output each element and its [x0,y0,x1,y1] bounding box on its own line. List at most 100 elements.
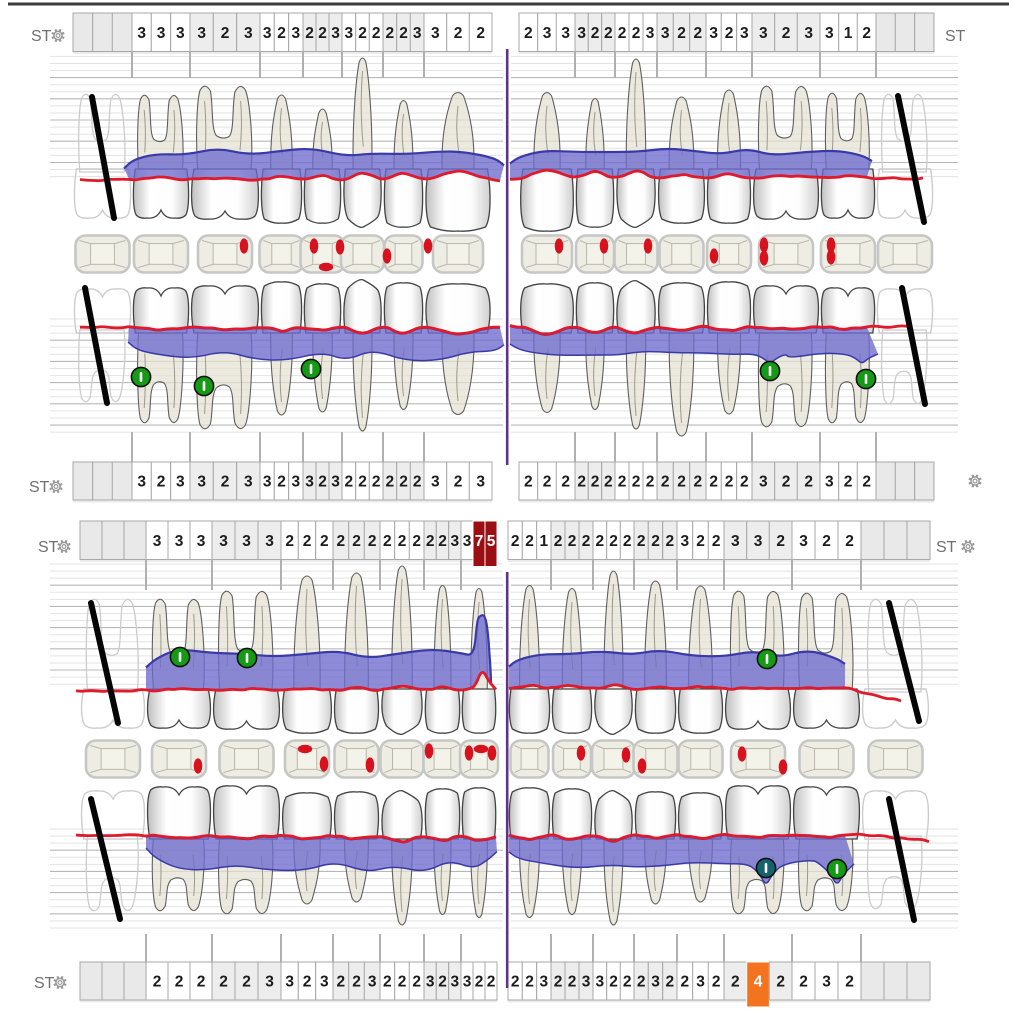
svg-text:2: 2 [524,25,533,42]
svg-text:2: 2 [712,533,721,550]
svg-text:2: 2 [475,974,484,991]
svg-text:2: 2 [822,533,831,550]
svg-text:2: 2 [623,533,632,550]
svg-text:2: 2 [399,474,408,491]
svg-text:3: 3 [799,533,808,550]
svg-text:2: 2 [632,474,641,491]
svg-text:2: 2 [399,25,408,42]
svg-text:2: 2 [352,974,361,991]
svg-text:ST: ST [945,28,966,45]
svg-text:2: 2 [731,974,740,991]
svg-text:ST: ST [29,479,50,496]
svg-text:2: 2 [554,533,563,550]
svg-text:3: 3 [450,533,459,550]
svg-text:2: 2 [740,474,749,491]
svg-text:3: 3 [291,474,300,491]
svg-text:2: 2 [368,533,377,550]
svg-text:2: 2 [845,974,854,991]
svg-text:2: 2 [554,974,563,991]
svg-text:3: 3 [197,25,206,42]
svg-text:3: 3 [731,533,740,550]
svg-text:2: 2 [412,533,421,550]
svg-text:2: 2 [665,533,674,550]
svg-text:3: 3 [431,25,440,42]
svg-text:1: 1 [844,25,853,42]
svg-text:2: 2 [305,25,314,42]
svg-text:2: 2 [618,25,627,42]
svg-text:3: 3 [426,974,435,991]
svg-text:3: 3 [740,25,749,42]
svg-text:3: 3 [539,974,548,991]
svg-text:3: 3 [263,25,272,42]
svg-text:2: 2 [511,974,520,991]
svg-text:2: 2 [336,533,345,550]
svg-text:2: 2 [568,974,577,991]
svg-text:2: 2 [693,25,702,42]
svg-text:3: 3 [413,25,422,42]
svg-text:3: 3 [368,974,377,991]
svg-text:2: 2 [582,533,591,550]
svg-text:2: 2 [609,974,618,991]
svg-text:2: 2 [725,474,734,491]
svg-text:2: 2 [398,533,407,550]
svg-text:2: 2 [604,25,613,42]
svg-text:2: 2 [677,25,686,42]
svg-text:3: 3 [696,974,705,991]
svg-text:2: 2 [665,974,674,991]
svg-text:2: 2 [277,25,286,42]
svg-text:2: 2 [358,474,367,491]
svg-text:2: 2 [712,974,721,991]
svg-text:3: 3 [561,25,570,42]
svg-text:2: 2 [336,974,345,991]
svg-text:2: 2 [637,974,646,991]
svg-text:3: 3 [197,533,206,550]
svg-text:2: 2 [358,25,367,42]
svg-text:2: 2 [175,974,184,991]
svg-text:2: 2 [303,974,312,991]
svg-text:3: 3 [577,25,586,42]
svg-text:2: 2 [604,474,613,491]
svg-text:ST: ST [34,975,55,992]
svg-text:2: 2 [680,974,689,991]
svg-text:3: 3 [450,974,459,991]
svg-text:2: 2 [318,474,327,491]
svg-text:2: 2 [285,533,294,550]
svg-text:2: 2 [242,974,251,991]
svg-text:3: 3 [265,974,274,991]
svg-text:3: 3 [709,25,718,42]
svg-text:2: 2 [372,25,381,42]
svg-text:2: 2 [862,25,871,42]
svg-text:2: 2 [454,474,463,491]
svg-text:2: 2 [426,533,435,550]
svg-text:3: 3 [219,533,228,550]
svg-text:2: 2 [799,974,808,991]
svg-text:3: 3 [680,533,689,550]
svg-text:2: 2 [318,25,327,42]
svg-text:2: 2 [438,974,447,991]
svg-text:2: 2 [157,474,166,491]
svg-text:2: 2 [476,25,485,42]
svg-text:3: 3 [759,474,768,491]
svg-text:3: 3 [331,474,340,491]
svg-text:3: 3 [291,25,300,42]
svg-text:2: 2 [561,474,570,491]
svg-text:2: 2 [543,474,552,491]
svg-text:ST: ST [936,539,957,556]
svg-text:3: 3 [263,474,272,491]
svg-text:2: 2 [591,25,600,42]
svg-text:2: 2 [320,533,329,550]
svg-text:3: 3 [285,974,294,991]
svg-text:3: 3 [153,533,162,550]
svg-text:2: 2 [609,533,618,550]
svg-text:2: 2 [221,474,230,491]
svg-text:2: 2 [595,533,604,550]
svg-text:3: 3 [176,474,185,491]
svg-text:2: 2 [511,533,520,550]
svg-text:3: 3 [320,974,329,991]
svg-text:3: 3 [431,474,440,491]
svg-text:3: 3 [463,533,472,550]
svg-text:2: 2 [782,25,791,42]
svg-text:3: 3 [463,974,472,991]
svg-text:2: 2 [782,474,791,491]
svg-text:3: 3 [176,25,185,42]
